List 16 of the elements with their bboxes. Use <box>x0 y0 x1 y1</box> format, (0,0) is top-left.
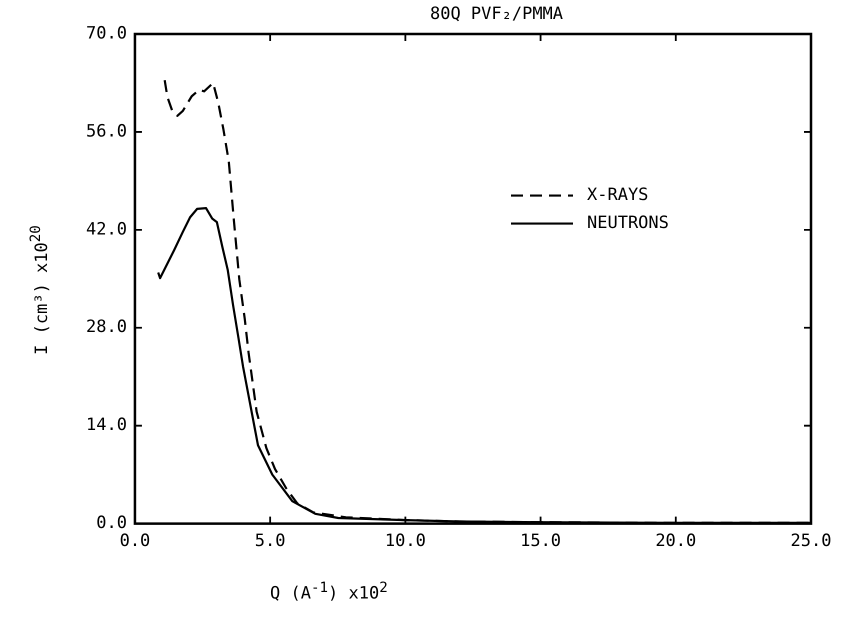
x-tick-label: 5.0 <box>254 531 286 552</box>
x-tick-label: 20.0 <box>655 531 696 552</box>
y-tick-label: 70.0 <box>86 23 127 44</box>
x-tick-label: 15.0 <box>520 531 562 552</box>
y-tick-label: 42.0 <box>86 219 127 240</box>
x-tick-label: 0.0 <box>120 531 150 552</box>
y-tick-label: 28.0 <box>86 317 127 338</box>
x-tick-label: 10.0 <box>384 531 426 552</box>
x-tick-label: 25.0 <box>790 531 832 552</box>
y-tick-label: 0.0 <box>96 513 127 534</box>
y-tick-label: 14.0 <box>86 415 127 436</box>
chart-title: 80Q PVF₂/PMMA <box>428 4 564 24</box>
legend-label: NEUTRONS <box>587 212 669 233</box>
legend-label: X-RAYS <box>587 184 648 205</box>
x-axis-title: Q (A$^{-1}$) x10$^{2}$ <box>270 580 388 604</box>
y-tick-label: 56.0 <box>86 121 127 142</box>
